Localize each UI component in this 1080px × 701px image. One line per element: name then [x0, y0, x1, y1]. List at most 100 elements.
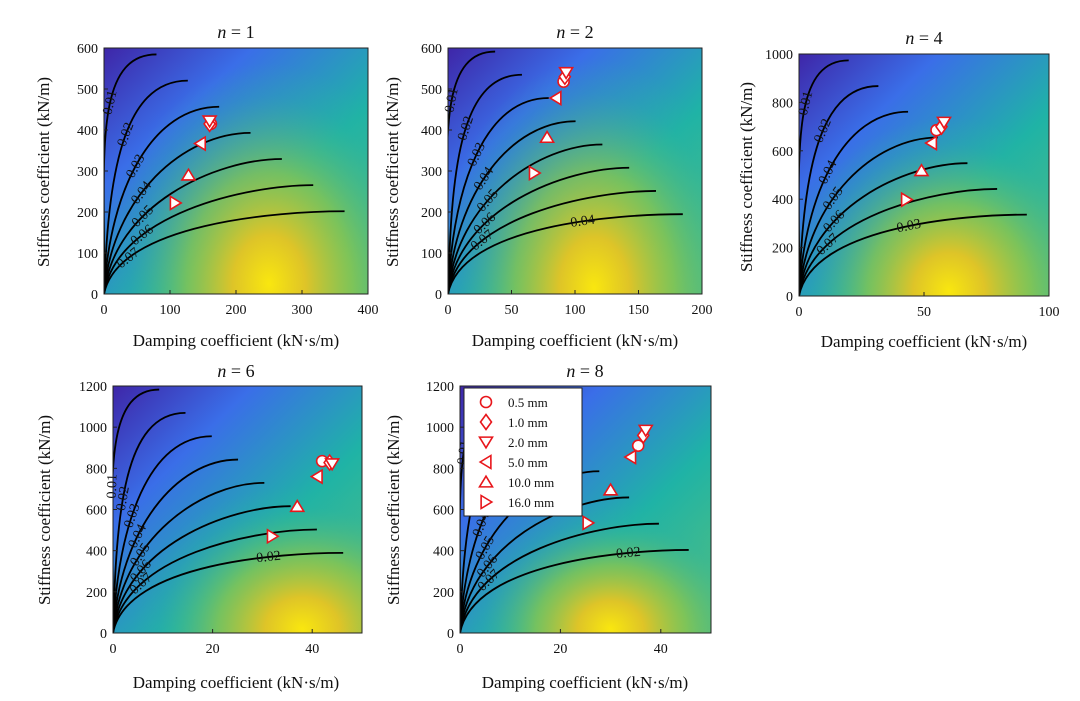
y-tick-label: 600	[86, 504, 107, 519]
x-tick-label: 100	[160, 303, 181, 318]
legend-entry-label: 0.5 mm	[508, 395, 548, 410]
y-tick-label: 1200	[426, 380, 454, 395]
marker-triangle-right	[480, 494, 494, 510]
x-axis-label: Damping coefficient (kN·s/m)	[472, 331, 678, 350]
panel-n4: n = 4 Damping coefficient (kN·s/m) Stiff…	[737, 28, 1060, 351]
colormap-peak	[104, 48, 368, 294]
y-tick-label: 500	[421, 83, 442, 98]
marker-triangle-up	[539, 129, 555, 144]
marker-triangle-left	[478, 454, 492, 470]
y-tick-label: 0	[447, 627, 454, 642]
contour-line	[113, 528, 317, 633]
x-tick-label: 0	[445, 303, 452, 318]
y-tick-label: 200	[772, 242, 793, 257]
marker-triangle-right	[528, 165, 542, 181]
marker-triangle-down	[324, 458, 341, 472]
panel-n8: n = 8 Damping coefficient (kN·s/m) Stiff…	[384, 361, 712, 692]
y-tick-label: 600	[772, 145, 793, 160]
contour-line	[799, 110, 909, 296]
y-tick-label: 400	[421, 124, 442, 139]
marker-triangle-up	[180, 167, 197, 181]
y-axis-label: Stiffness coefficient (kN/m)	[383, 77, 402, 267]
x-tick-label: 50	[917, 305, 931, 320]
y-tick-label: 300	[421, 165, 442, 180]
y-tick-label: 500	[77, 83, 98, 98]
y-tick-label: 0	[100, 627, 107, 642]
marker-triangle-down	[637, 424, 654, 438]
contour-line	[104, 105, 220, 294]
x-tick-label: 20	[206, 642, 220, 657]
contour-line	[113, 458, 239, 633]
y-axis-label: Stiffness coefficient (kN/m)	[384, 415, 403, 605]
legend-box	[463, 387, 583, 517]
colormap-peak	[113, 386, 362, 633]
panel-title: n = 4	[905, 28, 942, 48]
marker-triangle-left	[192, 135, 207, 152]
x-axis-label: Damping coefficient (kN·s/m)	[482, 673, 688, 692]
y-tick-label: 100	[77, 247, 98, 262]
y-tick-label: 200	[433, 586, 454, 601]
contour-line	[799, 85, 879, 296]
marker-circle	[631, 439, 645, 452]
contour-label: 0.02	[256, 549, 282, 567]
contour-label: 0.04	[570, 213, 596, 231]
contour-line	[799, 162, 968, 296]
y-tick-label: 400	[86, 545, 107, 560]
panel-n2: n = 2 Damping coefficient (kN·s/m) Stiff…	[383, 22, 713, 350]
x-axis-label: Damping coefficient (kN·s/m)	[133, 331, 339, 350]
contour-line	[448, 143, 603, 294]
y-axis-label: Stiffness coefficient (kN/m)	[35, 415, 54, 605]
marker-triangle-right	[169, 195, 183, 211]
y-tick-label: 0	[91, 288, 98, 303]
x-axis-label: Damping coefficient (kN·s/m)	[133, 673, 339, 692]
marker-triangle-down	[558, 66, 575, 80]
contour-label: 0.02	[616, 545, 642, 562]
x-tick-label: 400	[358, 303, 379, 318]
x-tick-label: 40	[305, 642, 319, 657]
contour-line	[448, 190, 656, 294]
marker-triangle-left	[924, 135, 938, 151]
contour-line	[799, 188, 998, 296]
contour-line	[104, 210, 345, 294]
contour-label: 0.02	[114, 485, 133, 512]
x-tick-label: 200	[226, 303, 247, 318]
x-tick-label: 100	[1039, 305, 1060, 320]
panel-title: n = 1	[217, 22, 254, 42]
y-tick-label: 800	[86, 462, 107, 477]
y-tick-label: 200	[77, 206, 98, 221]
panel-n1: n = 1 Damping coefficient (kN·s/m) Stiff…	[34, 22, 379, 350]
contour-line	[113, 411, 186, 633]
contour-line	[460, 549, 689, 633]
marker-diamond	[479, 413, 493, 431]
legend-entry-label: 16.0 mm	[508, 495, 554, 510]
x-tick-label: 300	[292, 303, 313, 318]
y-tick-label: 600	[433, 504, 454, 519]
marker-triangle-right	[900, 191, 914, 208]
x-axis-label: Damping coefficient (kN·s/m)	[821, 332, 1027, 351]
contour-line	[104, 158, 282, 294]
y-tick-label: 400	[77, 124, 98, 139]
panel-title: n = 2	[556, 22, 593, 42]
contour-label: 0.02	[455, 115, 477, 143]
x-tick-label: 20	[553, 642, 567, 657]
contour-label: 0.03	[122, 502, 144, 530]
panel-title: n = 6	[217, 361, 254, 381]
contour-line	[104, 184, 314, 294]
panel-n6: n = 6 Damping coefficient (kN·s/m) Stiff…	[35, 361, 363, 692]
y-tick-label: 0	[435, 288, 442, 303]
y-tick-label: 600	[421, 42, 442, 57]
legend-entry-label: 1.0 mm	[508, 415, 548, 430]
contour-line	[448, 120, 576, 294]
contour-line	[448, 73, 522, 294]
contour-label: 0.01	[796, 90, 816, 117]
legend-entry-label: 10.0 mm	[508, 475, 554, 490]
contour-line	[448, 213, 683, 294]
marker-triangle-left	[548, 90, 562, 106]
x-tick-label: 50	[505, 303, 519, 318]
y-tick-label: 1000	[79, 421, 107, 436]
contour-line	[460, 496, 630, 633]
contour-line	[448, 166, 630, 294]
y-tick-label: 800	[772, 96, 793, 111]
contour-label: 0.01	[101, 89, 121, 116]
